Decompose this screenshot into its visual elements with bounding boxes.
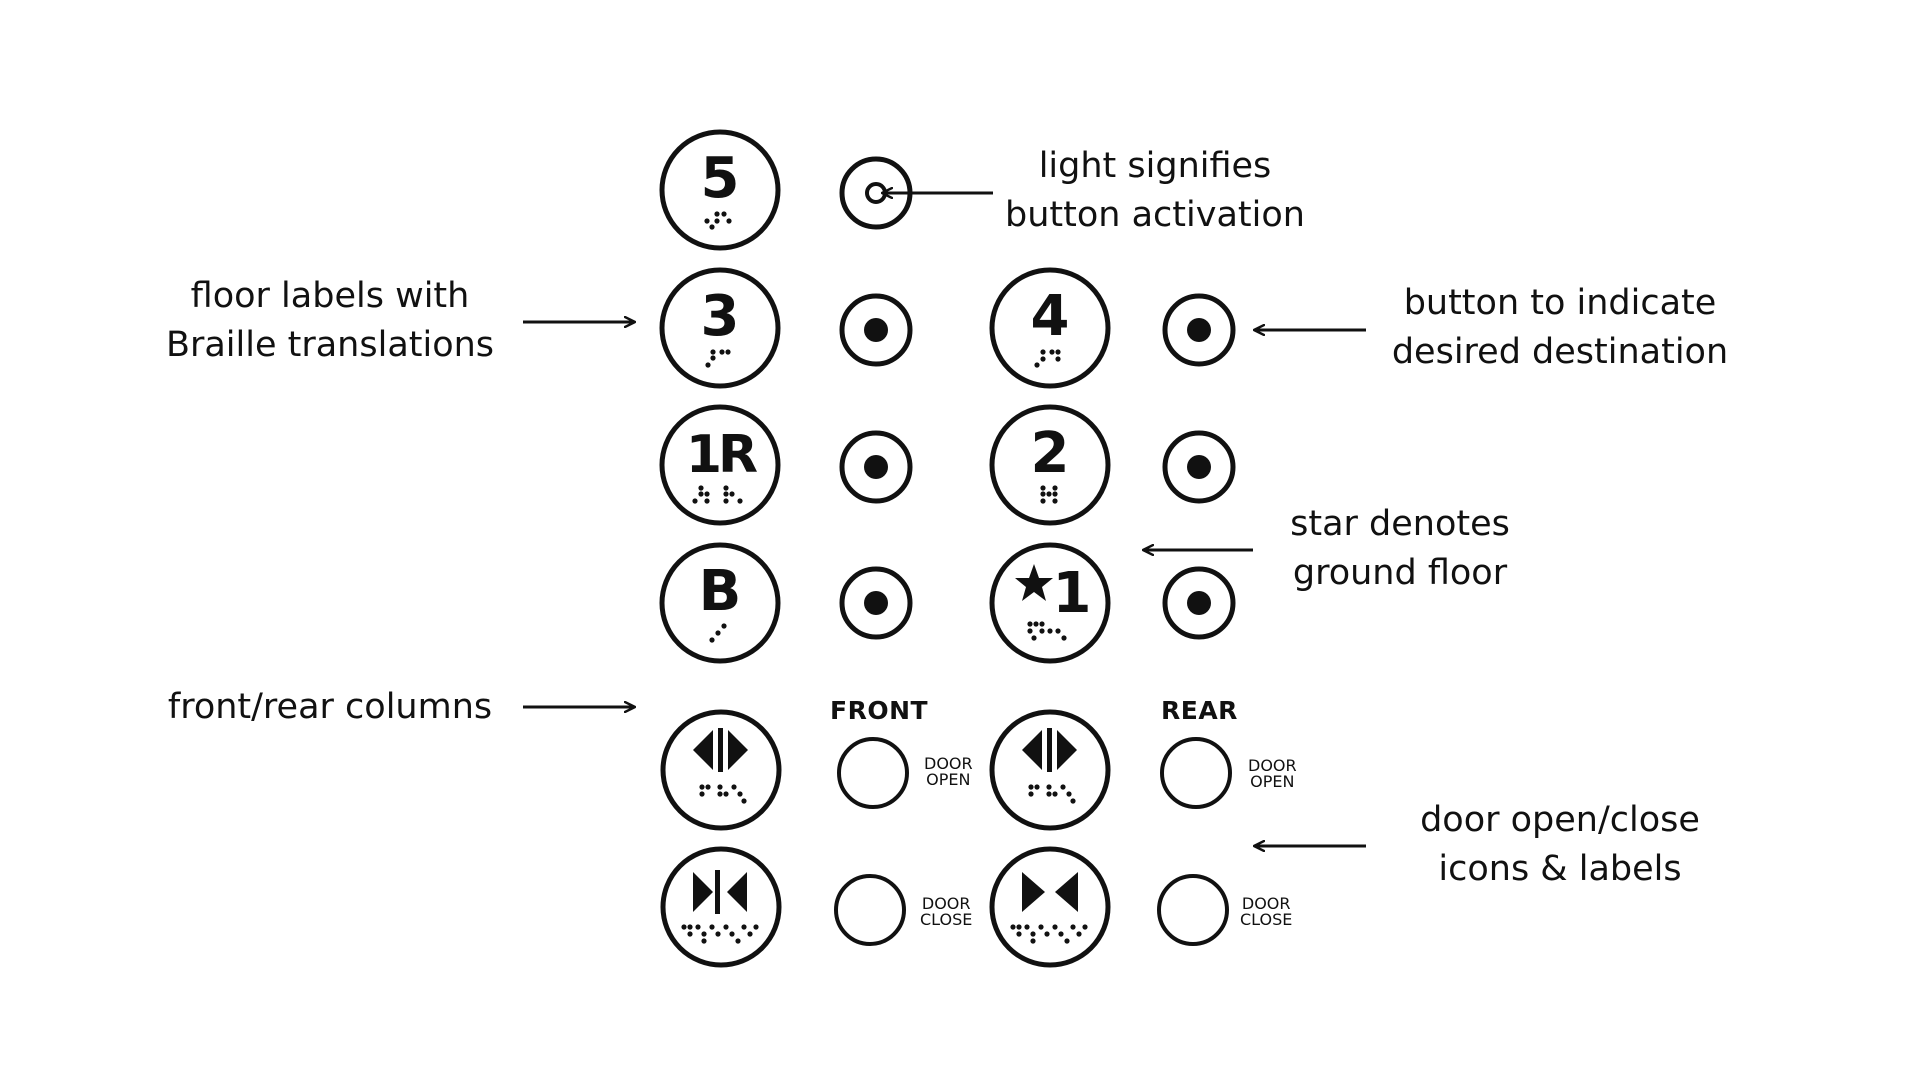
floor-label-2: 2 bbox=[989, 404, 1111, 526]
star-icon bbox=[1015, 564, 1053, 601]
button-floor-3[interactable] bbox=[839, 293, 913, 367]
floor-number: 1 bbox=[1053, 561, 1092, 626]
rear-door-close-label bbox=[989, 846, 1111, 968]
button-floor-2[interactable] bbox=[1162, 430, 1236, 504]
front-door-close-label bbox=[660, 846, 782, 968]
door-open-icon bbox=[1022, 728, 1077, 772]
braille-dots bbox=[704, 211, 732, 230]
floor-number: 3 bbox=[701, 284, 740, 349]
floor-label-1: 1 bbox=[989, 542, 1111, 664]
braille-dots bbox=[1027, 621, 1067, 641]
button-floor-b[interactable] bbox=[839, 566, 913, 640]
front-door-close-button[interactable] bbox=[834, 874, 906, 946]
annotation-star: star denotes ground floor bbox=[1290, 504, 1510, 593]
rear-door-close-text: DOOR CLOSE bbox=[1240, 894, 1293, 929]
braille-dots bbox=[1034, 349, 1061, 368]
annotation-floor-labels: floor labels with Braille translations bbox=[165, 276, 495, 365]
braille-dots bbox=[681, 924, 759, 944]
floor-label-b: B bbox=[659, 542, 781, 664]
braille-dots bbox=[1010, 924, 1088, 944]
braille-dots bbox=[709, 623, 727, 643]
floor-number: B bbox=[699, 559, 742, 624]
rear-door-open-button[interactable] bbox=[1160, 737, 1232, 809]
floor-number: 4 bbox=[1031, 284, 1070, 349]
floor-label-1r: 1R bbox=[659, 404, 781, 526]
braille-dots bbox=[1028, 784, 1076, 804]
rear-column-header: REAR bbox=[1161, 696, 1238, 725]
floor-number: 2 bbox=[1031, 421, 1070, 486]
front-column-header: FRONT bbox=[830, 696, 929, 725]
door-close-icon bbox=[693, 870, 747, 914]
floor-number: 1R bbox=[686, 425, 757, 485]
annotation-columns: front/rear columns bbox=[167, 687, 493, 727]
braille-dots bbox=[705, 349, 731, 368]
annotation-light: light signifies button activation bbox=[1005, 146, 1305, 235]
braille-dots bbox=[699, 784, 747, 804]
door-close-icon bbox=[1022, 872, 1078, 912]
button-floor-1r[interactable] bbox=[839, 430, 913, 504]
front-door-open-text: DOOR OPEN bbox=[924, 754, 973, 789]
floor-label-3: 3 bbox=[659, 267, 781, 389]
button-floor-1[interactable] bbox=[1162, 566, 1236, 640]
braille-dots bbox=[1040, 485, 1058, 504]
front-door-open-label bbox=[660, 709, 782, 831]
front-door-close-text: DOOR CLOSE bbox=[920, 894, 973, 929]
braille-dots bbox=[692, 485, 743, 504]
annotation-doors: door open/close icons & labels bbox=[1420, 800, 1700, 889]
button-floor-4[interactable] bbox=[1162, 293, 1236, 367]
rear-door-open-label bbox=[989, 709, 1111, 831]
front-door-open-button[interactable] bbox=[837, 737, 909, 809]
floor-label-5: 5 bbox=[659, 129, 781, 251]
annotation-destination: button to indicate desired destination bbox=[1391, 283, 1729, 372]
rear-door-open-text: DOOR OPEN bbox=[1248, 756, 1297, 791]
rear-door-close-button[interactable] bbox=[1157, 874, 1229, 946]
floor-label-4: 4 bbox=[989, 267, 1111, 389]
door-open-icon bbox=[693, 728, 748, 772]
floor-number: 5 bbox=[701, 146, 740, 211]
